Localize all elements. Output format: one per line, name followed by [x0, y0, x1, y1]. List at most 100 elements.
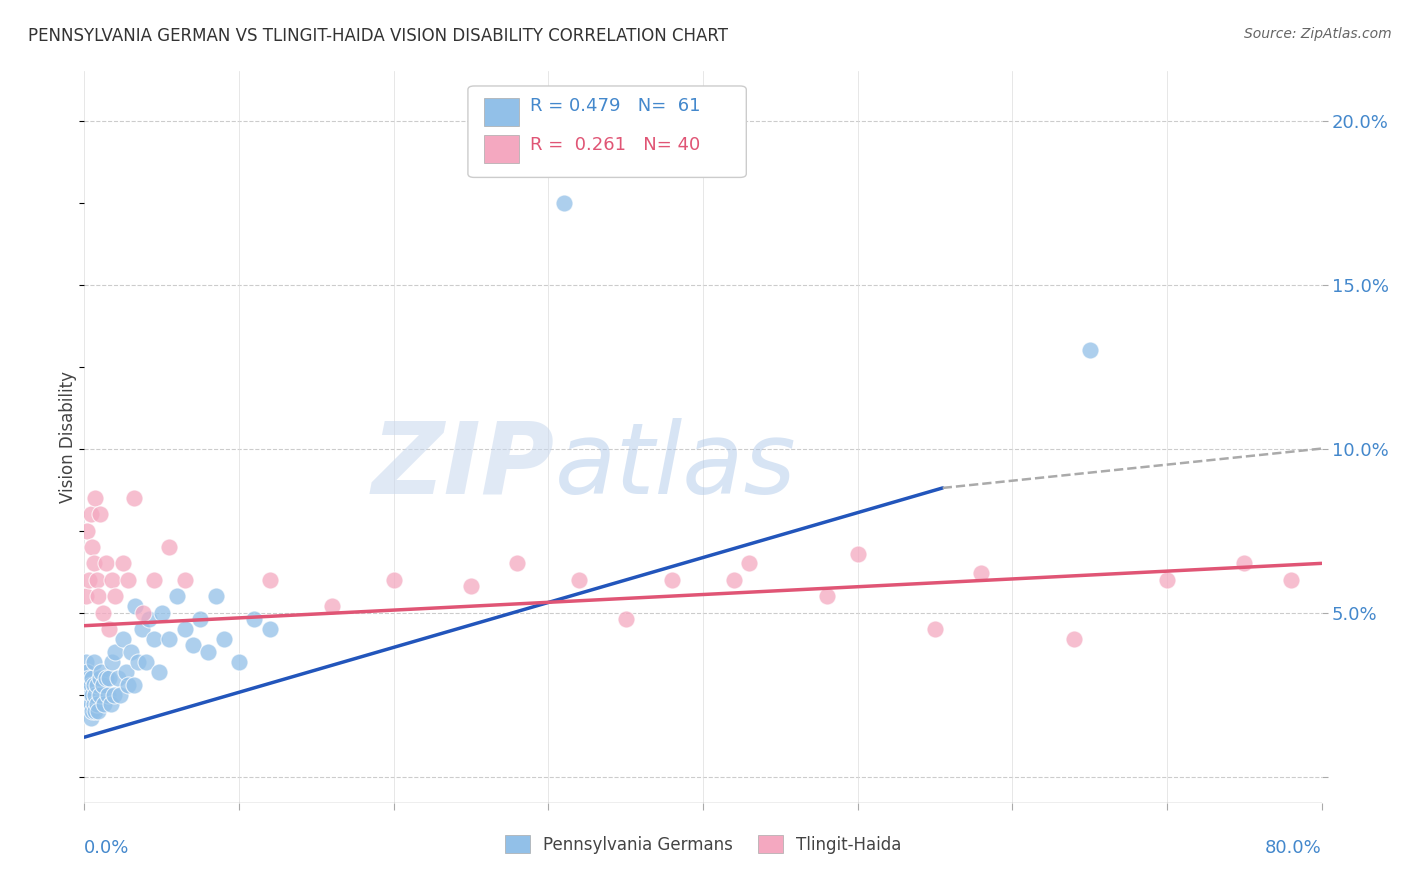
Point: [382, 573, 405, 587]
Point: [84, 704, 107, 718]
Point: [124, 599, 146, 613]
Point: [86, 573, 108, 587]
Point: [148, 665, 170, 679]
Text: 0.0%: 0.0%: [84, 839, 129, 857]
Point: [259, 622, 281, 636]
Point: [815, 589, 838, 603]
Point: [104, 645, 127, 659]
Point: [86, 678, 108, 692]
Point: [83, 698, 105, 712]
Point: [122, 678, 145, 692]
Point: [321, 599, 343, 613]
Point: [89, 671, 111, 685]
Point: [159, 632, 180, 646]
Bar: [484, 135, 519, 163]
Point: [100, 698, 122, 712]
Point: [131, 622, 153, 636]
Point: [91, 678, 114, 692]
Point: [94, 671, 117, 685]
Point: [174, 573, 197, 587]
Point: [94, 557, 117, 571]
Point: [924, 622, 946, 636]
Point: [75, 655, 97, 669]
Point: [84, 491, 107, 505]
Point: [143, 632, 166, 646]
Point: [243, 612, 266, 626]
Text: R =  0.261   N= 40: R = 0.261 N= 40: [530, 136, 700, 153]
Point: [75, 671, 97, 685]
Point: [87, 589, 110, 603]
Point: [112, 632, 135, 646]
Point: [98, 622, 121, 636]
Point: [117, 573, 139, 587]
Point: [83, 678, 105, 692]
Point: [82, 671, 104, 685]
Point: [661, 573, 683, 587]
Legend: Pennsylvania Germans, Tlingit-Haida: Pennsylvania Germans, Tlingit-Haida: [498, 829, 908, 860]
Point: [1279, 573, 1302, 587]
Point: [188, 612, 211, 626]
Point: [259, 573, 281, 587]
Point: [174, 622, 197, 636]
Point: [122, 491, 145, 505]
Point: [82, 540, 104, 554]
Y-axis label: Vision Disability: Vision Disability: [59, 371, 77, 503]
Point: [107, 671, 129, 685]
Point: [90, 665, 112, 679]
Point: [79, 678, 101, 692]
Point: [83, 557, 105, 571]
Point: [117, 678, 139, 692]
Point: [212, 632, 235, 646]
Point: [143, 573, 166, 587]
Point: [77, 698, 100, 712]
Point: [83, 655, 105, 669]
Point: [79, 698, 101, 712]
Point: [108, 688, 131, 702]
Point: [79, 507, 101, 521]
Point: [723, 573, 745, 587]
Point: [84, 688, 107, 702]
Point: [181, 638, 204, 652]
Point: [89, 507, 111, 521]
Point: [1156, 573, 1178, 587]
Point: [77, 688, 100, 702]
Point: [1063, 632, 1085, 646]
Point: [205, 589, 228, 603]
Point: [132, 606, 155, 620]
Point: [89, 688, 111, 702]
Point: [104, 589, 127, 603]
Point: [79, 710, 101, 724]
Point: [846, 547, 869, 561]
Point: [135, 655, 157, 669]
Point: [166, 589, 188, 603]
Point: [77, 573, 100, 587]
Point: [82, 688, 104, 702]
Point: [75, 589, 97, 603]
Bar: [484, 98, 519, 127]
Point: [76, 524, 98, 538]
Point: [98, 671, 121, 685]
Point: [738, 557, 761, 571]
Point: [103, 688, 125, 702]
Point: [506, 557, 529, 571]
Point: [77, 671, 100, 685]
Point: [115, 665, 138, 679]
Text: R = 0.479   N=  61: R = 0.479 N= 61: [530, 96, 700, 115]
Text: ZIP: ZIP: [371, 417, 554, 515]
Point: [101, 655, 124, 669]
Point: [970, 566, 993, 581]
FancyBboxPatch shape: [468, 86, 747, 178]
Text: PENNSYLVANIA GERMAN VS TLINGIT-HAIDA VISION DISABILITY CORRELATION CHART: PENNSYLVANIA GERMAN VS TLINGIT-HAIDA VIS…: [28, 27, 728, 45]
Point: [150, 606, 173, 620]
Point: [568, 573, 591, 587]
Point: [86, 698, 108, 712]
Point: [197, 645, 219, 659]
Point: [159, 540, 180, 554]
Point: [101, 573, 124, 587]
Point: [96, 688, 118, 702]
Point: [76, 678, 98, 692]
Point: [228, 655, 250, 669]
Point: [138, 612, 160, 626]
Text: atlas: atlas: [554, 417, 796, 515]
Point: [76, 665, 98, 679]
